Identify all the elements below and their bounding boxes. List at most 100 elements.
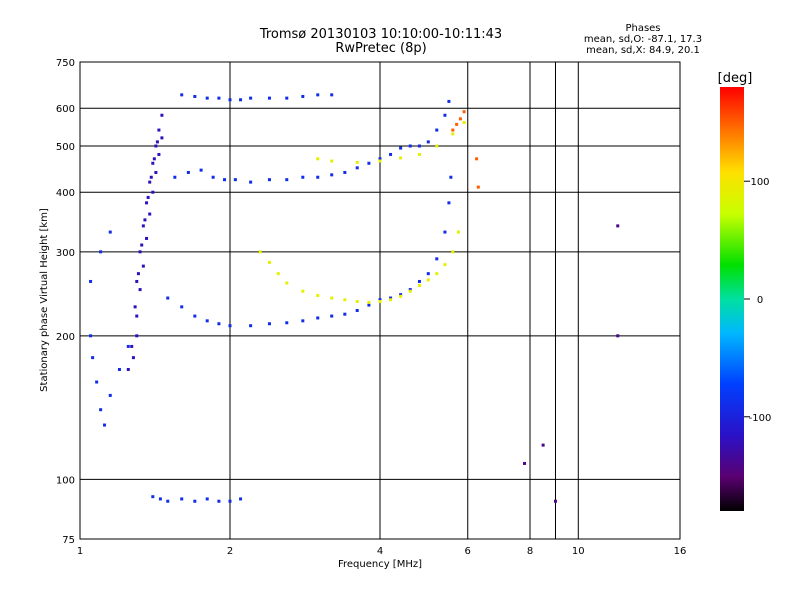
- data-point: [193, 314, 197, 318]
- data-point: [152, 157, 156, 161]
- data-point: [160, 136, 164, 140]
- x-tick-label: 16: [674, 546, 687, 557]
- data-point: [408, 289, 412, 293]
- data-point: [151, 495, 155, 499]
- data-point: [343, 170, 347, 174]
- data-point: [417, 279, 421, 283]
- data-point: [553, 499, 557, 503]
- data-point: [449, 175, 453, 179]
- data-point: [330, 93, 334, 97]
- data-point: [389, 296, 393, 300]
- data-point: [154, 170, 158, 174]
- data-point: [367, 161, 371, 165]
- data-point: [399, 146, 403, 150]
- data-point: [233, 178, 237, 182]
- data-point: [462, 121, 466, 125]
- data-point: [378, 300, 382, 304]
- data-point: [155, 140, 159, 144]
- data-point: [378, 157, 382, 161]
- data-point: [135, 279, 139, 283]
- data-point: [267, 260, 271, 264]
- data-point: [135, 314, 139, 318]
- y-tick-label: 300: [56, 248, 75, 259]
- data-point: [145, 201, 149, 205]
- data-point: [211, 175, 215, 179]
- data-point: [276, 272, 280, 276]
- data-point: [223, 178, 227, 182]
- colorbar-tick-label: 100: [750, 177, 769, 188]
- grid-lines: [80, 62, 680, 539]
- data-point: [316, 93, 320, 97]
- data-point: [399, 293, 403, 297]
- data-point: [186, 170, 190, 174]
- data-point: [389, 152, 393, 156]
- data-point: [457, 230, 461, 234]
- y-axis-ticks: 75 100 200 300 400 500 600 750: [56, 58, 75, 546]
- colorbar: [720, 87, 744, 511]
- data-point: [285, 281, 289, 285]
- data-point: [99, 250, 103, 254]
- data-point: [126, 344, 130, 348]
- data-point: [91, 356, 95, 360]
- data-point: [343, 312, 347, 316]
- data-point: [367, 300, 371, 304]
- data-point: [426, 278, 430, 282]
- data-point: [355, 166, 359, 170]
- data-point: [131, 356, 135, 360]
- data-point: [541, 443, 545, 447]
- data-point: [316, 157, 320, 161]
- data-point: [146, 195, 150, 199]
- data-point: [117, 367, 121, 371]
- data-point: [443, 113, 447, 117]
- data-point: [99, 408, 103, 412]
- phase-block-line-o: mean, sd,O: -87.1, 17.3: [584, 34, 702, 45]
- x-tick-label: 1: [77, 546, 83, 557]
- plot-area: 1 2 4 6 8 10 16 75 100 200 300 400 500 600 750: [56, 58, 686, 557]
- data-point: [217, 499, 221, 503]
- data-point: [443, 230, 447, 234]
- x-tick-label: 6: [465, 546, 471, 557]
- data-point: [378, 298, 382, 302]
- data-point: [228, 499, 232, 503]
- data-point: [193, 499, 197, 503]
- data-point: [180, 305, 184, 309]
- data-point: [217, 96, 221, 100]
- data-point: [285, 96, 289, 100]
- x-tick-label: 10: [572, 546, 585, 557]
- data-point: [426, 140, 430, 144]
- data-point: [435, 257, 439, 261]
- y-tick-label: 100: [56, 475, 75, 486]
- data-point: [616, 224, 620, 228]
- data-point: [475, 157, 479, 161]
- data-point: [228, 98, 232, 102]
- data-point: [267, 178, 271, 182]
- data-point: [417, 283, 421, 287]
- data-point: [205, 497, 209, 501]
- data-point: [447, 99, 451, 103]
- data-point: [103, 423, 107, 427]
- data-point: [458, 117, 462, 121]
- chart-subtitle: RwPretec (8p): [335, 41, 426, 56]
- data-point: [267, 96, 271, 100]
- colorbar-ticks: 100 0 -100: [744, 177, 771, 424]
- data-point: [166, 296, 170, 300]
- data-point: [148, 212, 152, 216]
- data-point: [285, 321, 289, 325]
- data-point: [140, 243, 144, 247]
- data-point: [285, 178, 289, 182]
- data-point: [166, 499, 170, 503]
- data-point: [451, 128, 455, 132]
- plot-frame: [79, 61, 681, 540]
- data-point: [408, 288, 412, 292]
- data-point: [108, 393, 112, 397]
- x-axis-ticks: 1 2 4 6 8 10 16: [77, 546, 687, 557]
- data-point: [157, 128, 161, 132]
- data-point: [157, 152, 161, 156]
- colorbar-unit-label: [deg]: [718, 71, 753, 86]
- data-point: [126, 367, 130, 371]
- data-point: [616, 334, 620, 338]
- data-point: [399, 294, 403, 298]
- data-point: [138, 250, 142, 254]
- chart-title: Tromsø 20130103 10:10:00-10:11:43: [259, 27, 502, 42]
